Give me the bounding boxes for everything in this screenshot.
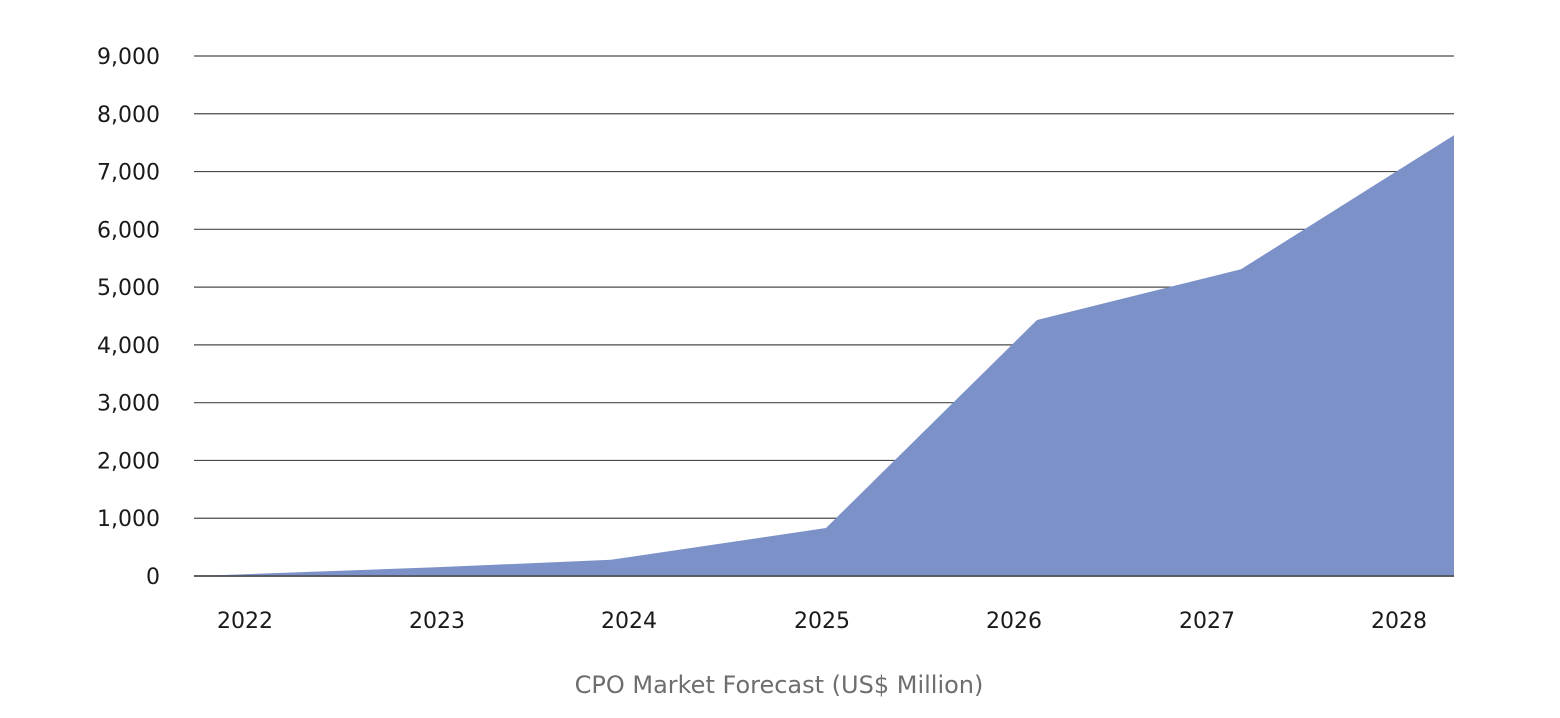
- y-tick-label: 4,000: [97, 334, 160, 359]
- x-tick-label: 2027: [1179, 609, 1235, 634]
- y-tick-label: 8,000: [97, 103, 160, 128]
- x-tick-label: 2024: [601, 609, 657, 634]
- x-tick-label: 2023: [409, 609, 465, 634]
- y-tick-label: 6,000: [97, 218, 160, 243]
- x-tick-label: 2026: [986, 609, 1042, 634]
- x-tick-label: 2028: [1371, 609, 1427, 634]
- y-axis-ticks: 0 1,000 2,000 3,000 4,000 5,000 6,000 7,000 8,00…: [97, 45, 160, 590]
- chart-title: CPO Market Forecast (US$ Million): [575, 671, 984, 699]
- area-series: [194, 135, 1454, 577]
- y-tick-label: 7,000: [97, 161, 160, 186]
- gridlines: [194, 55, 1454, 577]
- y-tick-label: 5,000: [97, 276, 160, 301]
- y-tick-label: 2,000: [97, 449, 160, 474]
- y-tick-label: 3,000: [97, 392, 160, 417]
- x-tick-label: 2022: [217, 609, 273, 634]
- area-series-fill: [196, 135, 1454, 576]
- y-tick-label: 9,000: [97, 45, 160, 70]
- x-tick-label: 2025: [794, 609, 850, 634]
- y-tick-label: 1,000: [97, 507, 160, 532]
- y-tick-label: 0: [146, 565, 160, 590]
- x-axis-ticks: 2022 2023 2024 2025 2026 2027 2028: [217, 609, 1427, 634]
